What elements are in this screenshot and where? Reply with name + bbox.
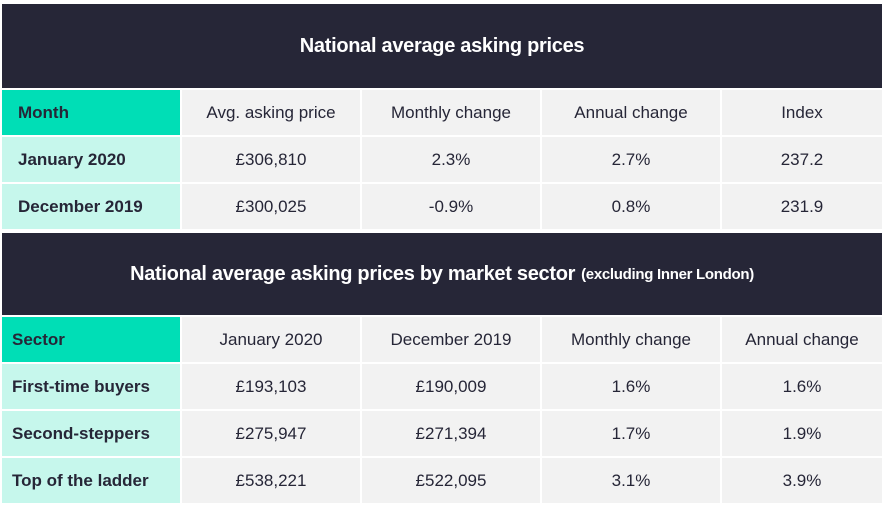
table1-header-price: Avg. asking price bbox=[182, 90, 362, 137]
table2-subtitle: (excluding Inner London) bbox=[581, 265, 754, 283]
table2-header-row: Sector January 2020 December 2019 Monthl… bbox=[2, 317, 882, 364]
row-annual-change: 1.6% bbox=[722, 364, 882, 411]
row-dec-price: £190,009 bbox=[362, 364, 542, 411]
table1-header-monthly: Monthly change bbox=[362, 90, 542, 137]
table2-header-annual: Annual change bbox=[722, 317, 882, 364]
market-sector-table: Sector January 2020 December 2019 Monthl… bbox=[2, 317, 882, 505]
table1-header-annual: Annual change bbox=[542, 90, 722, 137]
row-monthly-change: 3.1% bbox=[542, 458, 722, 505]
table1-header-month: Month bbox=[2, 90, 182, 137]
row-monthly-change: 1.6% bbox=[542, 364, 722, 411]
row-sector: First-time buyers bbox=[2, 364, 182, 411]
row-monthly-change: 1.7% bbox=[542, 411, 722, 458]
row-jan-price: £538,221 bbox=[182, 458, 362, 505]
table-row: January 2020 £306,810 2.3% 2.7% 237.2 bbox=[2, 137, 882, 184]
table-row: December 2019 £300,025 -0.9% 0.8% 231.9 bbox=[2, 184, 882, 231]
row-index: 237.2 bbox=[722, 137, 882, 184]
table2-header-dec: December 2019 bbox=[362, 317, 542, 364]
row-monthly-change: 2.3% bbox=[362, 137, 542, 184]
row-price: £306,810 bbox=[182, 137, 362, 184]
row-jan-price: £193,103 bbox=[182, 364, 362, 411]
row-annual-change: 3.9% bbox=[722, 458, 882, 505]
row-dec-price: £522,095 bbox=[362, 458, 542, 505]
table2-header-jan: January 2020 bbox=[182, 317, 362, 364]
table1-title: National average asking prices bbox=[299, 34, 585, 57]
table-row: Second-steppers £275,947 £271,394 1.7% 1… bbox=[2, 411, 882, 458]
table1-title-banner: National average asking prices bbox=[2, 4, 882, 88]
table1-header-row: Month Avg. asking price Monthly change A… bbox=[2, 90, 882, 137]
row-sector: Second-steppers bbox=[2, 411, 182, 458]
table-row: First-time buyers £193,103 £190,009 1.6%… bbox=[2, 364, 882, 411]
row-annual-change: 1.9% bbox=[722, 411, 882, 458]
row-month: January 2020 bbox=[2, 137, 182, 184]
row-annual-change: 2.7% bbox=[542, 137, 722, 184]
table2-header-monthly: Monthly change bbox=[542, 317, 722, 364]
table1-header-index: Index bbox=[722, 90, 882, 137]
national-asking-prices-table: Month Avg. asking price Monthly change A… bbox=[2, 90, 882, 231]
row-annual-change: 0.8% bbox=[542, 184, 722, 231]
row-month: December 2019 bbox=[2, 184, 182, 231]
table2-title-banner: National average asking prices by market… bbox=[2, 233, 882, 315]
table2-title: National average asking prices by market… bbox=[130, 262, 576, 285]
row-index: 231.9 bbox=[722, 184, 882, 231]
row-sector: Top of the ladder bbox=[2, 458, 182, 505]
row-jan-price: £275,947 bbox=[182, 411, 362, 458]
row-monthly-change: -0.9% bbox=[362, 184, 542, 231]
row-price: £300,025 bbox=[182, 184, 362, 231]
table2-header-sector: Sector bbox=[2, 317, 182, 364]
table-row: Top of the ladder £538,221 £522,095 3.1%… bbox=[2, 458, 882, 505]
row-dec-price: £271,394 bbox=[362, 411, 542, 458]
